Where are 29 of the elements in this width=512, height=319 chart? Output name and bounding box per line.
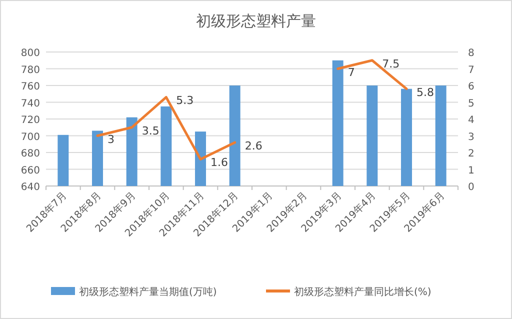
y2-tick-label: 4 [468,115,474,126]
y2-tick-label: 2 [468,148,474,160]
chart-title: 初级形态塑料产量 [196,12,316,30]
data-label: 5.3 [176,94,194,108]
legend-label: 初级形态塑料产量当期值(万吨) [79,286,217,298]
data-label: 7 [348,66,355,79]
y-tick-label: 660 [20,165,40,176]
y2-tick-label: 0 [468,182,474,193]
y-tick-label: 680 [20,148,40,160]
y-tick-label: 760 [20,82,40,92]
data-label: 3 [108,132,114,146]
y-tick-label: 720 [20,115,40,126]
y-tick-label: 700 [20,132,40,143]
y2-tick-label: 3 [468,132,474,143]
y-tick-label: 640 [20,182,40,193]
legend-label: 初级形态塑料产量同比增长(%) [294,286,432,298]
y-tick-label: 800 [20,48,40,59]
y-tick-label: 780 [20,64,40,76]
data-label: 5.8 [416,86,434,99]
y2-tick-label: 7 [468,64,474,76]
y2-tick-label: 8 [468,48,474,59]
data-label: 1.6 [210,156,228,170]
y2-tick-label: 5 [468,98,474,110]
data-label: 7.5 [382,57,400,70]
y-tick-label: 740 [20,98,40,110]
y2-tick-label: 1 [468,165,474,176]
data-label: 2.6 [244,139,262,152]
y2-tick-label: 6 [468,82,474,92]
data-label: 3.5 [142,124,160,138]
